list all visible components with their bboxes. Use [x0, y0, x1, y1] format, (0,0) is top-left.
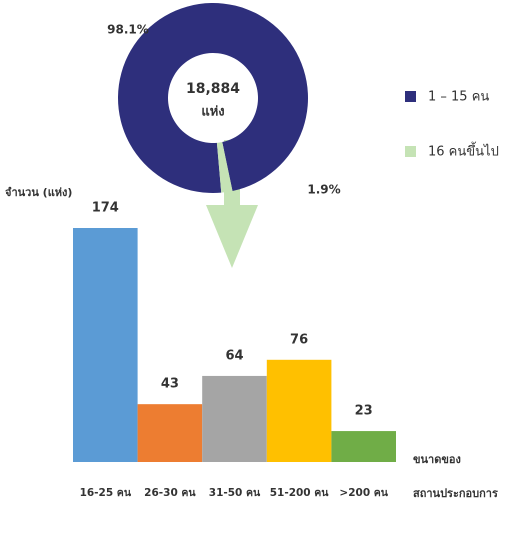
- x-axis-label: ขนาดของ: [413, 453, 461, 466]
- value-label: 174: [92, 201, 119, 216]
- bar: [266, 359, 332, 462]
- donut-slice: [216, 142, 233, 193]
- legend-label: 16 คนขึ้นไป: [428, 142, 499, 160]
- x-axis-label: สถานประกอบการ: [413, 487, 498, 500]
- bar: [137, 404, 203, 462]
- center-unit: แห่ง: [201, 105, 224, 120]
- value-label: 64: [225, 348, 243, 363]
- bar: [202, 375, 267, 462]
- slice-label: 98.1%: [107, 23, 149, 37]
- value-label: 76: [290, 332, 308, 347]
- slice-label: 1.9%: [307, 183, 340, 197]
- x-tick-label: >200 คน: [339, 487, 388, 499]
- legend-label: 1 – 15 คน: [428, 90, 489, 105]
- center-label: 18,884: [186, 81, 240, 97]
- y-axis-label: จำนวน (แห่ง): [5, 186, 72, 199]
- value-label: 43: [161, 377, 179, 392]
- value-label: 23: [355, 404, 373, 419]
- x-tick-label: 31-50 คน: [209, 487, 261, 499]
- x-tick-label: 26-30 คน: [144, 487, 196, 499]
- donut-slice: [118, 2, 309, 193]
- arrow: [206, 140, 258, 268]
- legend-swatch: [405, 146, 416, 157]
- legend-swatch: [405, 91, 416, 102]
- x-tick-label: 16-25 คน: [80, 487, 132, 499]
- bar: [331, 431, 396, 462]
- x-tick-label: 51-200 คน: [270, 487, 330, 499]
- bar: [73, 228, 138, 462]
